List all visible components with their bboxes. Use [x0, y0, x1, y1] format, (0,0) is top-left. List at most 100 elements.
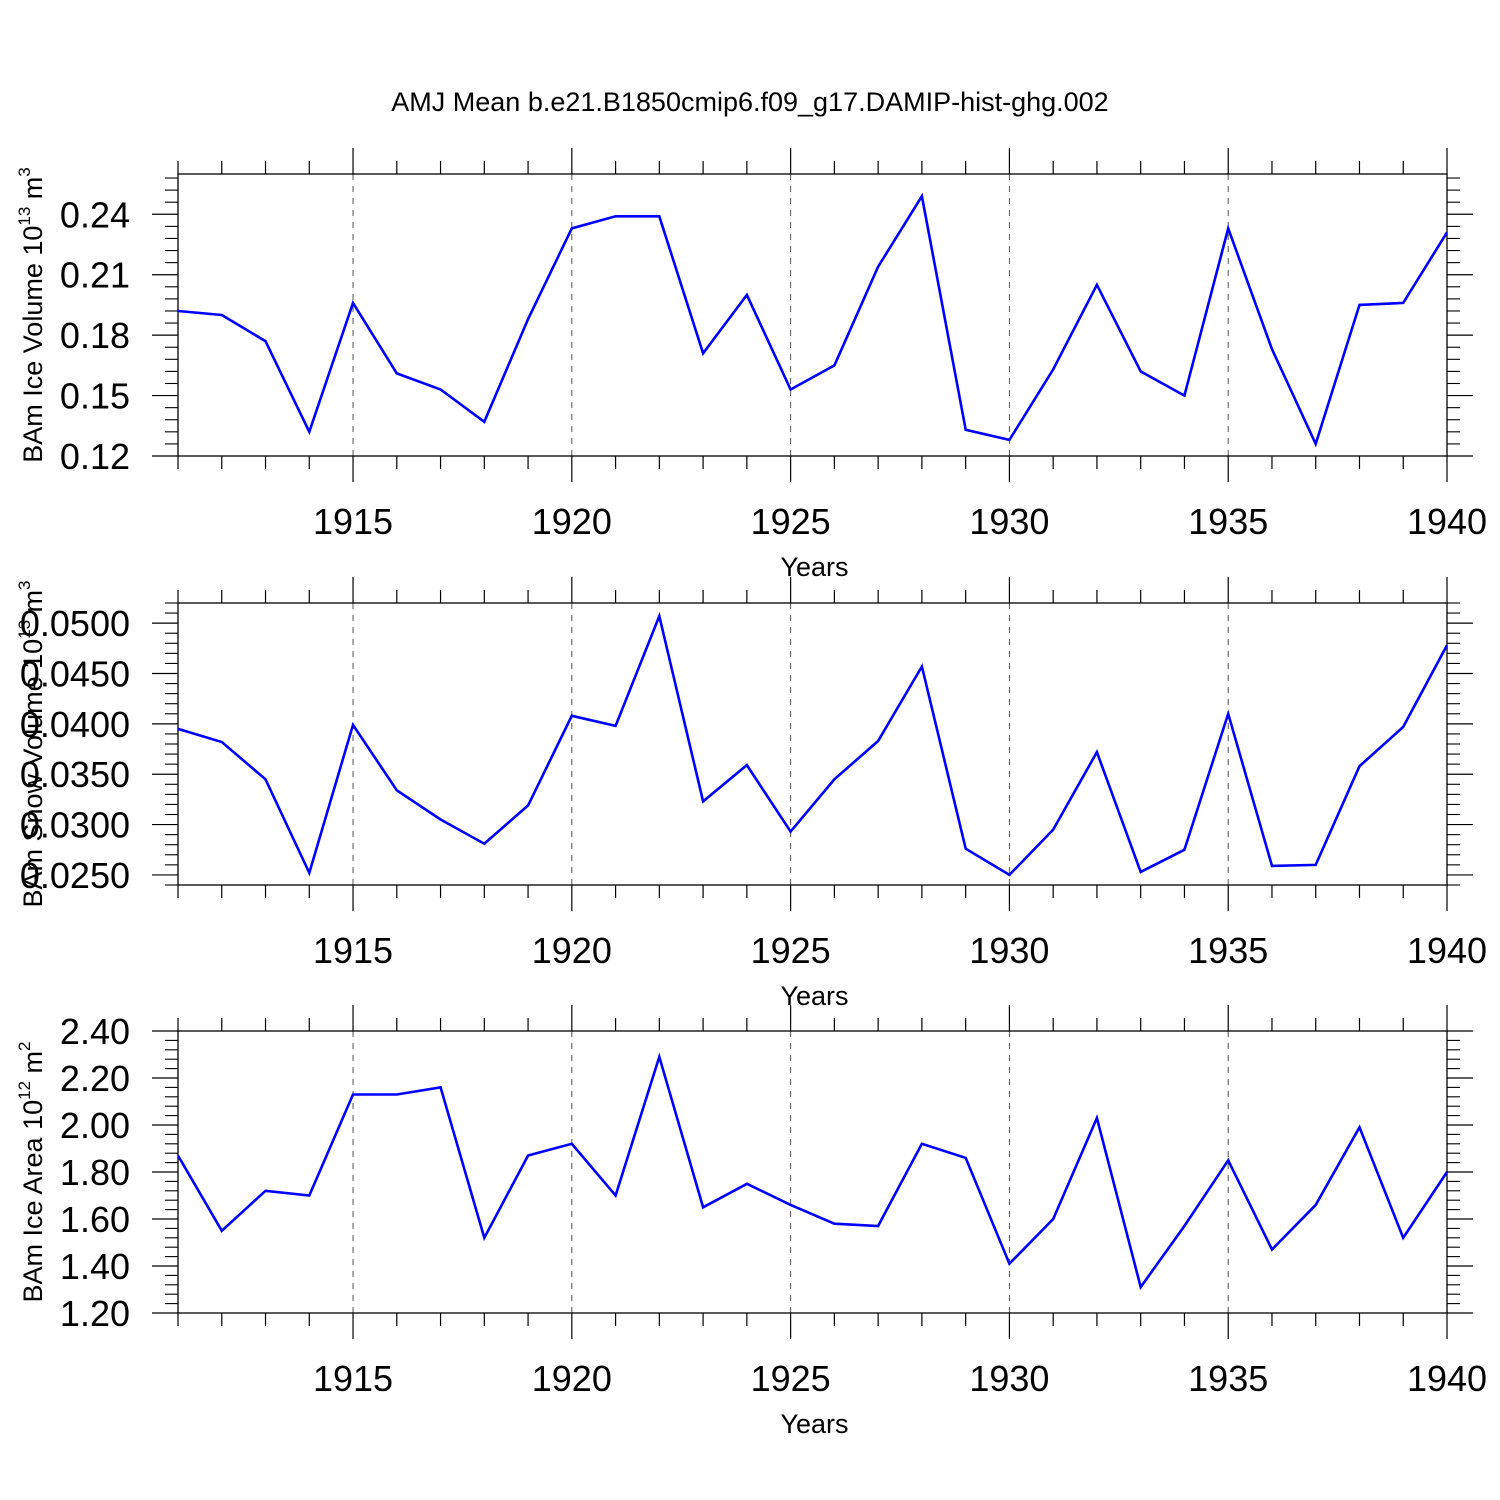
data-point — [657, 614, 661, 618]
data-point — [176, 309, 180, 313]
panel-2: 1915 1920 1925 1930 1935 1940 Years 0.0250 0.030… — [15, 577, 1487, 1011]
data-point — [1095, 283, 1099, 287]
data-point — [745, 1182, 749, 1186]
data-point — [395, 788, 399, 792]
panel-1: 1915 1920 1925 1930 1935 1940 Years 0.12 0.15 0.1… — [15, 148, 1487, 582]
data-point — [1270, 1248, 1274, 1252]
data-point — [439, 1085, 443, 1089]
series-line — [178, 611, 1447, 877]
x-tick-label: 1920 — [532, 930, 612, 971]
data-point — [1445, 643, 1449, 647]
y-tick-label: 0.0350 — [20, 754, 130, 795]
y-tick-label: 1.80 — [60, 1152, 130, 1193]
data-point — [220, 313, 224, 317]
plot-frame — [177, 602, 1448, 886]
x-tick-label: 1930 — [969, 930, 1049, 971]
data-point — [832, 1222, 836, 1226]
x-tick-label: 1915 — [313, 501, 393, 542]
data-point — [1051, 1217, 1055, 1221]
data-point — [526, 1154, 530, 1158]
y-tick-label: 1.20 — [60, 1293, 130, 1334]
data-point — [832, 777, 836, 781]
data-point — [264, 777, 268, 781]
data-point — [701, 799, 705, 803]
data-point — [1139, 870, 1143, 874]
chart-panels: 1915 1920 1925 1930 1935 1940 Years 0.12 0.15 0.1… — [15, 148, 1487, 1439]
x-tick-label: 1925 — [751, 930, 831, 971]
y-tick-label: 0.15 — [60, 376, 130, 417]
x-tick-label: 1935 — [1188, 930, 1268, 971]
data-point — [351, 1092, 355, 1096]
data-point — [395, 371, 399, 375]
data-point — [657, 214, 661, 218]
data-point — [1007, 438, 1011, 442]
y-axis-label: BAm Ice Area 1012 m2 — [15, 1042, 48, 1303]
y-tick-label: 2.00 — [60, 1105, 130, 1146]
data-point — [1314, 1203, 1318, 1207]
data-point — [964, 428, 968, 432]
data-point — [614, 724, 618, 728]
data-point — [307, 1194, 311, 1198]
y-tick-label: 2.40 — [60, 1011, 130, 1052]
y-axis-label: BAm Ice Volume 1013 m3 — [15, 167, 48, 463]
data-point — [351, 723, 355, 727]
y-tick-label: 0.0400 — [20, 704, 130, 745]
y-tick-label: 0.12 — [60, 436, 130, 477]
data-point — [964, 1156, 968, 1160]
y-tick-label: 1.40 — [60, 1246, 130, 1287]
x-tick-label: 1930 — [969, 1358, 1049, 1399]
data-point — [220, 1229, 224, 1233]
y-tick-label: 0.0450 — [20, 654, 130, 695]
data-point — [1095, 1116, 1099, 1120]
data-point — [1401, 301, 1405, 305]
data-point — [701, 351, 705, 355]
data-point — [1445, 230, 1449, 234]
plot-frame — [177, 173, 1448, 457]
data-point — [264, 339, 268, 343]
data-point — [1051, 828, 1055, 832]
series-line — [178, 192, 1447, 448]
series-line — [178, 1052, 1447, 1291]
x-axis-label: Years — [780, 981, 848, 1011]
data-point — [745, 763, 749, 767]
data-point — [351, 301, 355, 305]
data-point — [1401, 725, 1405, 729]
data-point — [1095, 750, 1099, 754]
x-tick-label: 1940 — [1407, 930, 1487, 971]
data-point — [789, 830, 793, 834]
data-point — [1051, 367, 1055, 371]
data-point — [1270, 864, 1274, 868]
data-point — [745, 293, 749, 297]
data-point — [1445, 1170, 1449, 1174]
data-point — [1270, 347, 1274, 351]
data-point — [1182, 1224, 1186, 1228]
data-point — [1226, 226, 1230, 230]
data-point — [307, 430, 311, 434]
x-tick-label: 1930 — [969, 501, 1049, 542]
y-tick-label: 2.20 — [60, 1058, 130, 1099]
data-point — [1182, 848, 1186, 852]
data-point — [482, 1236, 486, 1240]
x-tick-label: 1935 — [1188, 1358, 1268, 1399]
y-tick-label: 0.0300 — [20, 805, 130, 846]
data-point — [1139, 1285, 1143, 1289]
x-tick-label: 1920 — [532, 1358, 612, 1399]
data-point — [920, 1142, 924, 1146]
y-axis-label: BAm Snow Volume 1013 m3 — [15, 580, 48, 907]
x-tick-label: 1915 — [313, 930, 393, 971]
data-point — [395, 1092, 399, 1096]
data-point — [1139, 369, 1143, 373]
data-point — [1357, 303, 1361, 307]
data-point — [614, 1194, 618, 1198]
x-tick-label: 1940 — [1407, 1358, 1487, 1399]
figure-title: AMJ Mean b.e21.B1850cmip6.f09_g17.DAMIP-… — [391, 87, 1108, 117]
data-point — [1357, 1125, 1361, 1129]
data-point — [1007, 873, 1011, 877]
data-point — [1401, 1236, 1405, 1240]
data-point — [964, 847, 968, 851]
data-point — [482, 420, 486, 424]
data-point — [1226, 1158, 1230, 1162]
x-tick-label: 1915 — [313, 1358, 393, 1399]
data-point — [307, 871, 311, 875]
y-tick-label: 0.0500 — [20, 603, 130, 644]
